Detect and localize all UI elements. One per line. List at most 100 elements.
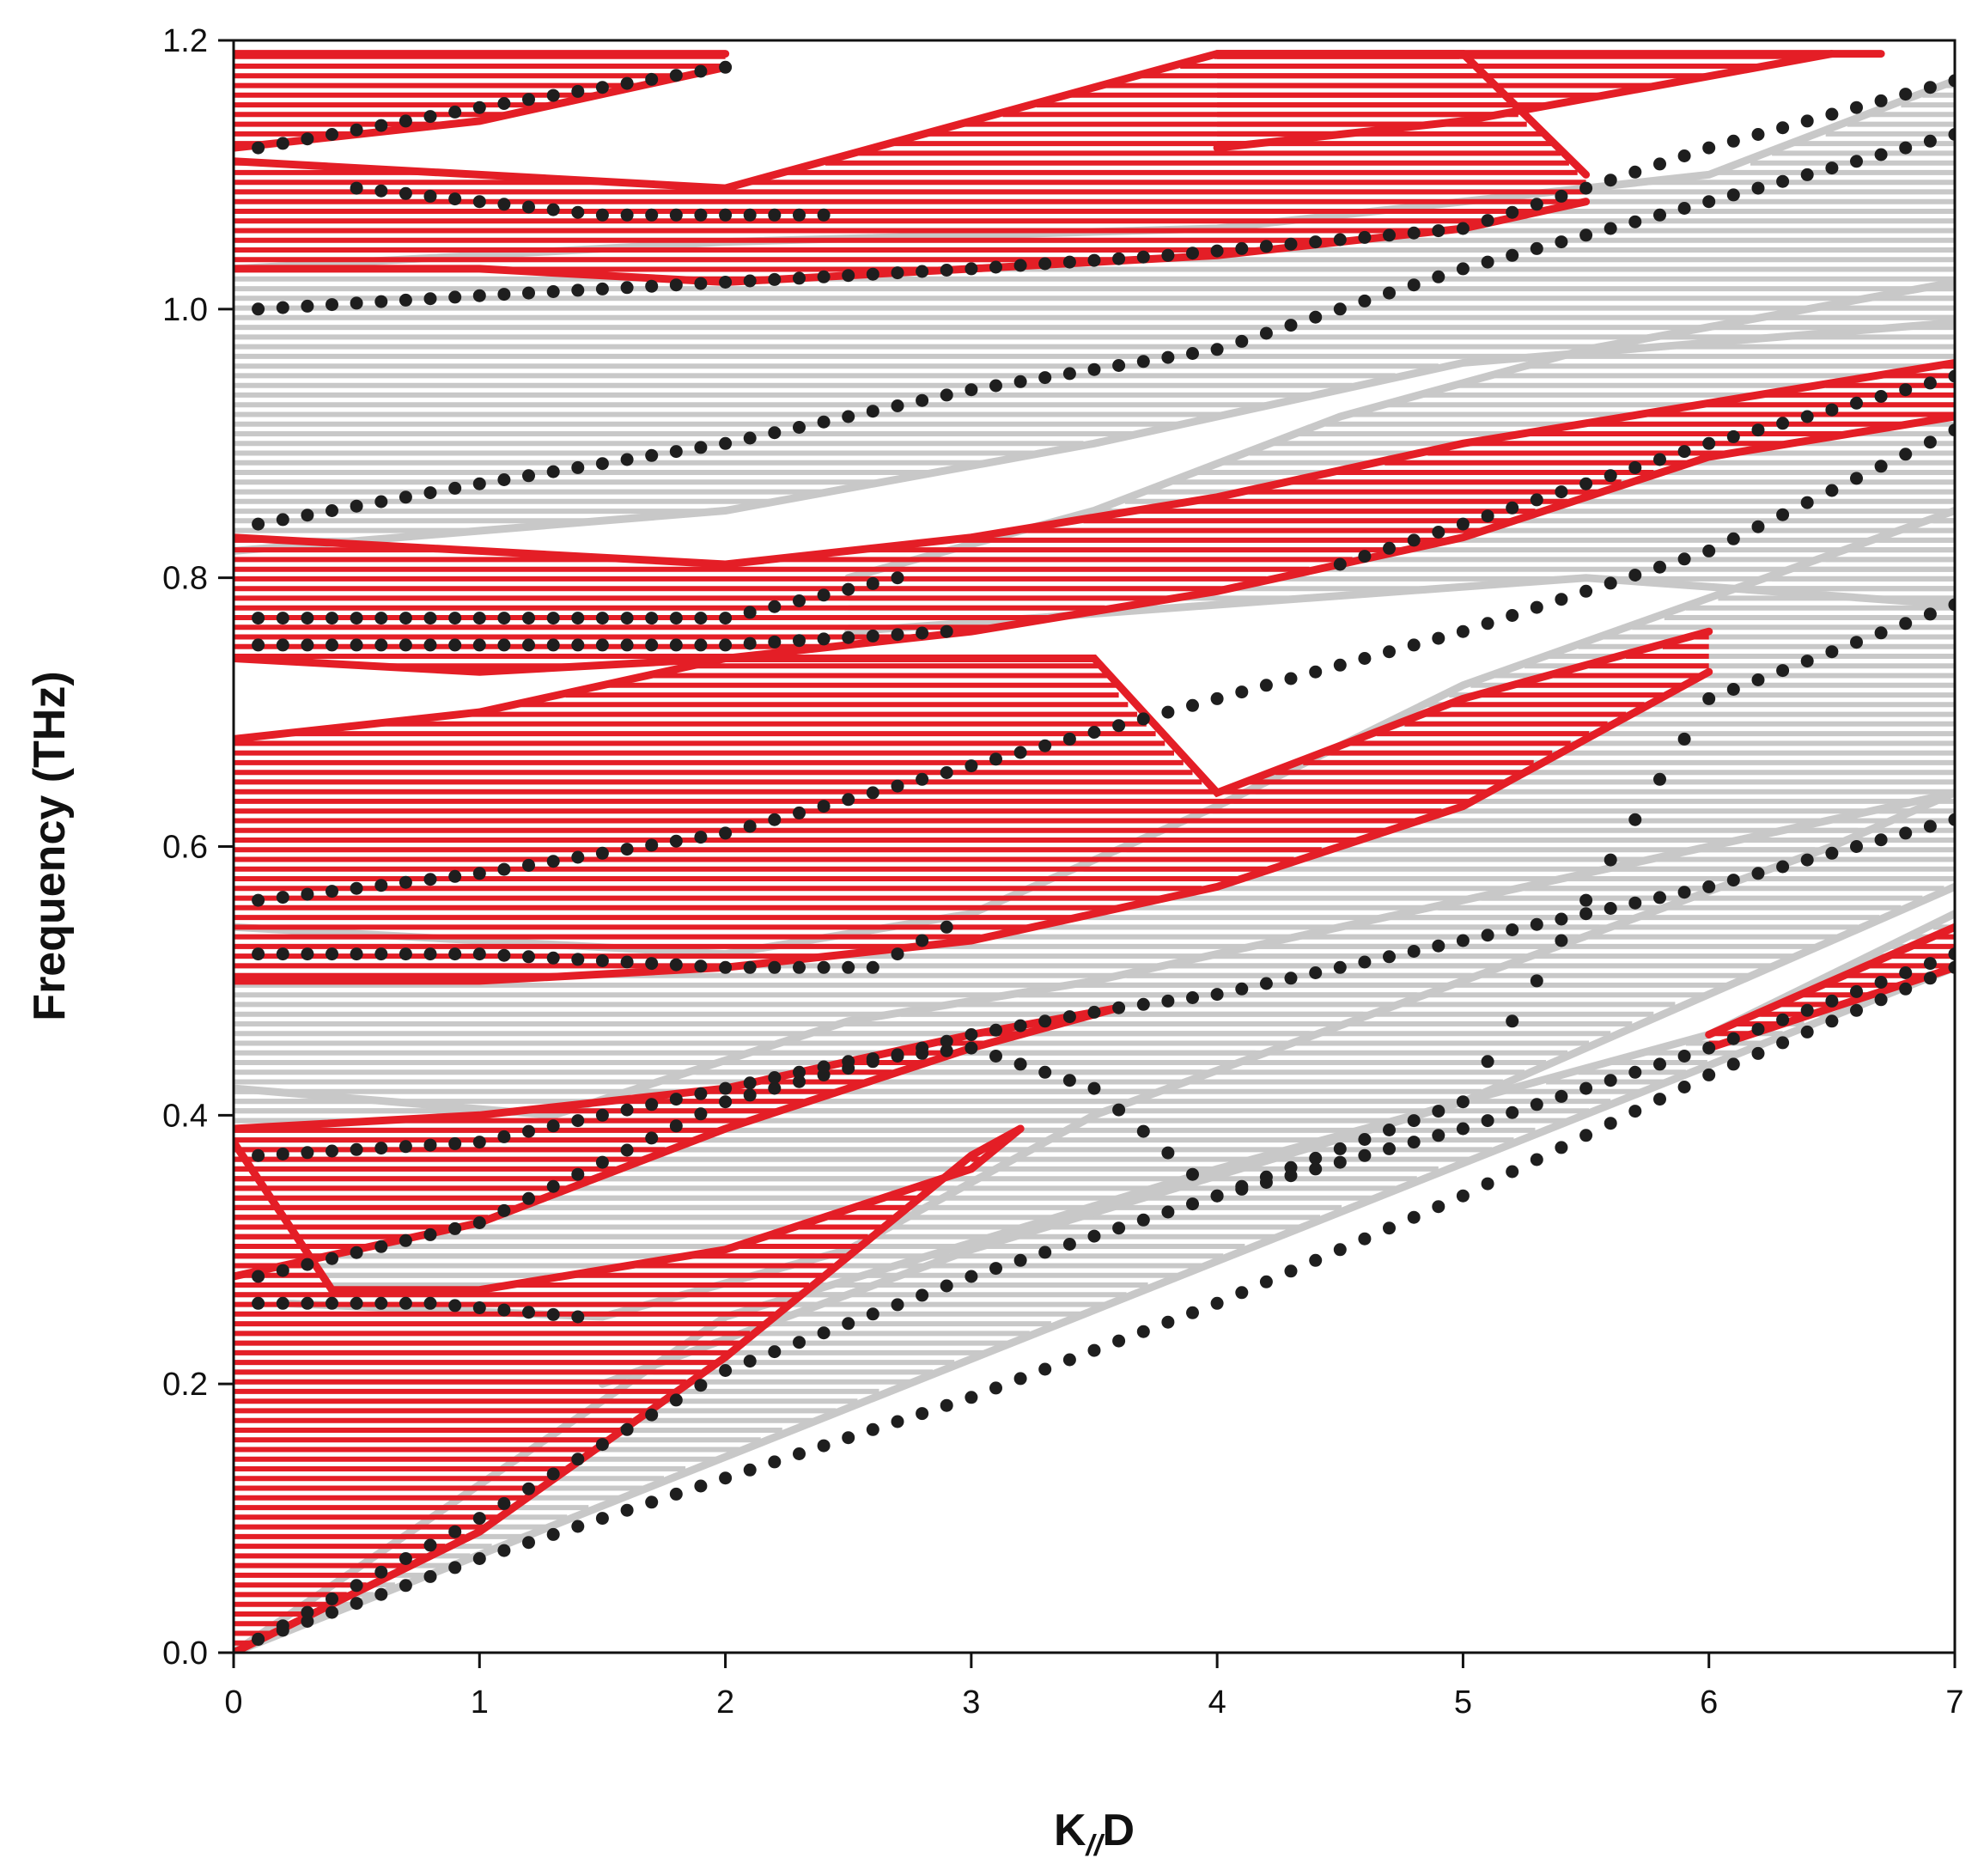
data-point [891,947,904,961]
data-point [669,1093,683,1106]
data-point [669,1119,683,1133]
data-point [1456,1189,1470,1203]
data-point [350,1597,363,1611]
data-point [472,100,486,114]
data-point [252,141,265,155]
data-point [399,875,412,889]
data-point [620,208,634,222]
data-point [793,1336,806,1349]
data-point [399,1579,412,1593]
data-point [1530,241,1543,255]
data-point [866,1422,879,1436]
data-point [940,388,953,402]
data-point [842,1431,855,1445]
data-point [1899,966,1913,979]
data-point [374,184,388,198]
data-point [1628,813,1642,826]
data-point [645,638,659,652]
data-point [1407,638,1421,652]
data-point [891,399,904,412]
data-point [1825,1014,1839,1028]
data-point [571,850,585,864]
data-point [817,1439,831,1453]
data-point [350,123,363,137]
data-point [669,612,683,625]
data-point [1751,1046,1765,1060]
series-mode-7 [252,423,1955,907]
data-point [350,638,363,652]
data-point [719,1095,733,1109]
data-point [1874,94,1888,107]
data-point [423,947,437,961]
data-point [768,813,782,826]
y-tick-label: 0.6 [162,830,208,866]
data-point [989,379,1002,393]
data-point [350,296,363,310]
data-point [743,606,757,619]
data-point [1383,541,1396,555]
data-point [595,1155,609,1169]
data-point [1702,195,1716,209]
data-point [448,1525,462,1538]
data-point [916,1288,929,1302]
data-point [645,612,659,625]
data-point [866,786,879,800]
data-point [916,265,929,278]
red-band-4-upper-edge [234,358,1955,569]
data-point [1923,819,1937,833]
data-point [1653,560,1666,574]
data-point [1923,436,1937,449]
data-point [1456,517,1470,531]
data-point [1555,934,1568,947]
data-point [399,490,412,504]
data-point [1776,1036,1790,1050]
data-point [1579,181,1593,195]
data-point [1013,375,1027,388]
data-point [1899,88,1913,101]
data-point [1358,550,1372,563]
data-point [866,1052,879,1066]
data-point [546,285,560,298]
ticks-layer: 0 1 2 3 4 5 6 7 0.0 0.2 0.4 0.6 0.8 1.0 1.2 [162,23,1963,1721]
data-point [743,1076,757,1090]
data-point [1112,1001,1126,1014]
data-point [1702,1068,1716,1081]
data-point [1186,347,1199,360]
data-point [1850,636,1863,649]
x-tick-label: 2 [716,1684,734,1721]
data-point [768,960,782,974]
data-point [1136,1325,1150,1338]
data-point [916,934,929,947]
data-point [423,873,437,886]
data-point [1407,1114,1421,1128]
data-point [595,282,609,295]
y-axis-title: Frequency (THz) [25,671,75,1020]
data-point [1726,1032,1740,1045]
data-point [1751,181,1765,195]
data-point [448,947,462,961]
data-point [399,1140,412,1154]
data-point [522,1536,535,1550]
data-point [669,278,683,292]
data-point [301,638,314,652]
data-point [817,1060,831,1074]
data-point [546,855,560,868]
data-point [1923,81,1937,94]
data-point [1161,1315,1175,1329]
data-point [1899,383,1913,397]
data-point [1284,1160,1298,1174]
data-point [694,1379,708,1392]
data-point [1358,652,1372,665]
data-point [719,1081,733,1095]
data-point [1383,1221,1396,1235]
data-point [374,612,388,625]
data-point [1309,1151,1323,1165]
data-point [1530,1098,1543,1112]
y-tick-label: 0.4 [162,1098,208,1134]
series-mode-11 [252,128,1955,531]
data-point [1333,233,1347,247]
data-point [1604,469,1617,483]
data-point [694,831,708,844]
data-point [546,88,560,102]
data-point [1530,974,1543,988]
